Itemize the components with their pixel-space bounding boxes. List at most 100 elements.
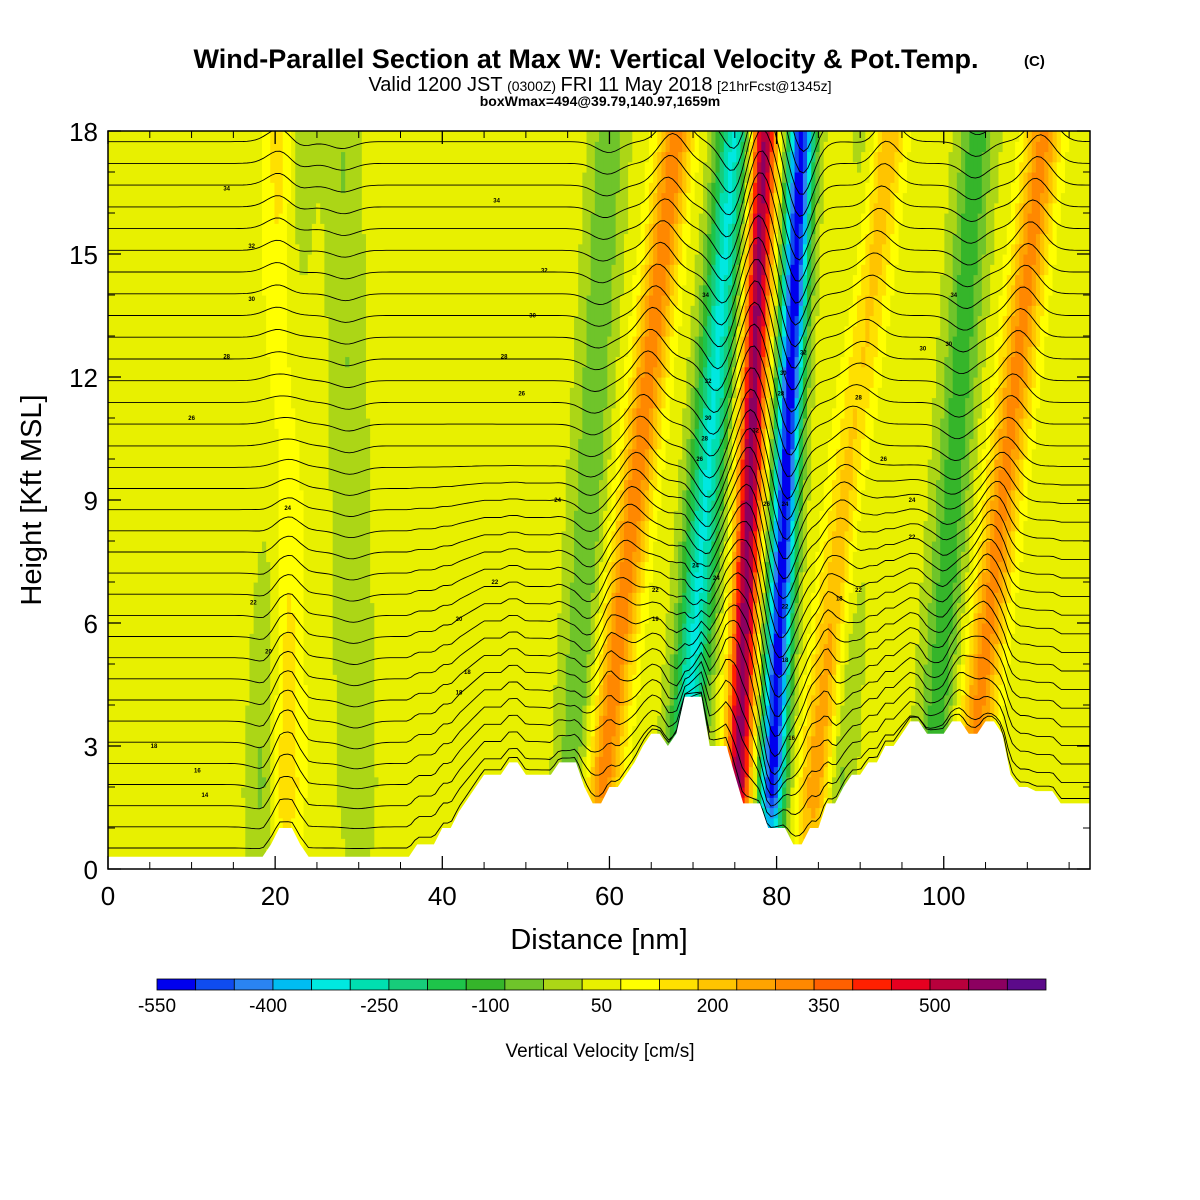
heatmap-cell xyxy=(336,131,342,809)
heatmap-cell xyxy=(648,264,654,296)
heatmap-cell xyxy=(1035,407,1041,869)
heatmap-cell xyxy=(794,315,800,358)
heatmap-cell xyxy=(715,530,721,573)
heatmap-cell xyxy=(719,438,725,470)
heatmap-cell xyxy=(686,571,692,614)
heatmap-cell xyxy=(603,510,608,573)
heatmap-cell xyxy=(782,582,787,634)
contour-label: 26 xyxy=(696,457,703,463)
heatmap-cell xyxy=(748,735,754,768)
heatmap-cell xyxy=(703,131,708,163)
heatmap-cell xyxy=(890,131,896,183)
colorbar-swatch xyxy=(427,978,467,991)
heatmap-cell xyxy=(919,131,925,583)
heatmap-cell xyxy=(1027,305,1033,347)
heatmap-cell xyxy=(815,551,821,614)
contour-label: 30 xyxy=(705,416,712,422)
heatmap-cell xyxy=(703,643,708,686)
heatmap-cell xyxy=(940,520,945,747)
heatmap-cell xyxy=(769,264,775,296)
heatmap-cell xyxy=(1010,315,1016,358)
heatmap-cell xyxy=(307,254,313,869)
heatmap-cell xyxy=(594,725,600,757)
heatmap-cell xyxy=(711,131,717,183)
heatmap-cell xyxy=(648,407,654,450)
heatmap-cell xyxy=(794,520,800,563)
heatmap-cell xyxy=(832,530,837,675)
heatmap-cell xyxy=(694,387,700,429)
heatmap-cell xyxy=(952,582,958,655)
heatmap-cell xyxy=(723,336,729,378)
heatmap-cell xyxy=(732,295,737,337)
heatmap-cell xyxy=(956,131,962,173)
heatmap-cell xyxy=(299,131,305,276)
heatmap-cell xyxy=(636,366,642,409)
heatmap-cell xyxy=(623,705,629,747)
heatmap-cell xyxy=(736,233,742,265)
heatmap-cell xyxy=(773,233,779,265)
heatmap-cell xyxy=(1023,387,1029,419)
heatmap-cell xyxy=(582,705,588,757)
heatmap-cell xyxy=(981,623,987,706)
heatmap-cell xyxy=(757,213,762,317)
heatmap-cell xyxy=(777,202,783,245)
heatmap-cell xyxy=(694,254,700,337)
chart-subtitle: Valid 1200 JST (0300Z) FRI 11 May 2018 [… xyxy=(368,74,831,96)
heatmap-cell xyxy=(765,674,771,706)
heatmap-cell xyxy=(698,520,704,593)
contour-label: 28 xyxy=(701,437,708,443)
heatmap-cell xyxy=(786,776,792,809)
heatmap-cell xyxy=(703,366,708,409)
heatmap-cell xyxy=(827,787,833,819)
heatmap-cell xyxy=(752,664,758,706)
heatmap-cell xyxy=(877,131,883,153)
heatmap-cell xyxy=(1015,459,1020,491)
heatmap-cell xyxy=(765,807,771,829)
heatmap-cell xyxy=(848,541,854,593)
heatmap-cell xyxy=(578,131,583,245)
heatmap-cell xyxy=(757,725,762,757)
heatmap-cell xyxy=(690,387,696,440)
heatmap-cell xyxy=(661,469,667,665)
heatmap-cell xyxy=(632,551,638,593)
heatmap-cell xyxy=(994,202,1000,337)
heatmap-cell xyxy=(786,705,792,737)
heatmap-cell xyxy=(990,469,995,501)
heatmap-cell xyxy=(861,438,866,491)
heatmap-cell xyxy=(1065,131,1070,153)
heatmap-cell xyxy=(1056,223,1062,869)
heatmap-cell xyxy=(836,448,841,501)
heatmap-cell xyxy=(182,131,188,869)
heatmap-cell xyxy=(1044,336,1049,869)
heatmap-cell xyxy=(777,797,783,809)
heatmap-cell xyxy=(399,131,405,869)
heatmap-cell xyxy=(752,735,758,768)
heatmap-cell xyxy=(727,561,733,604)
heatmap-cell xyxy=(428,131,434,869)
heatmap-cell xyxy=(665,264,671,306)
heatmap-cell xyxy=(673,602,679,655)
heatmap-cell xyxy=(744,182,750,204)
heatmap-cell xyxy=(374,787,380,869)
heatmap-cell xyxy=(919,582,925,727)
heatmap-cell xyxy=(786,151,792,183)
heatmap-cell xyxy=(977,315,983,419)
heatmap-cell xyxy=(632,592,638,634)
heatmap-cell xyxy=(865,295,871,347)
contour-label: 14 xyxy=(202,793,209,799)
heatmap-cell xyxy=(207,131,213,869)
heatmap-cell xyxy=(686,151,692,194)
contour-label: 28 xyxy=(855,396,862,402)
heatmap-cell xyxy=(282,633,288,839)
heatmap-cell xyxy=(599,653,604,686)
heatmap-cell xyxy=(707,274,712,317)
heatmap-cell xyxy=(969,131,975,337)
heatmap-cell xyxy=(503,131,509,869)
heatmap-cell xyxy=(1048,161,1054,204)
heatmap-cell xyxy=(869,131,875,153)
heatmap-cell xyxy=(773,305,779,337)
heatmap-cell xyxy=(798,776,804,860)
heatmap-cell xyxy=(956,172,962,276)
heatmap-cell xyxy=(698,592,704,655)
heatmap-cell xyxy=(607,674,613,778)
